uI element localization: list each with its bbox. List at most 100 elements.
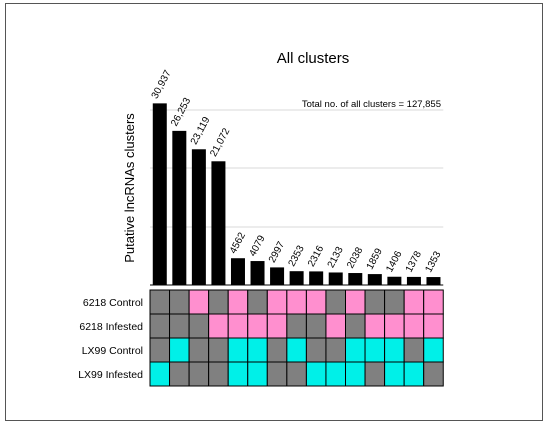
- bar-value-label: 1859: [365, 246, 385, 271]
- chart-frame: [5, 3, 543, 421]
- bar-value-label: 23,119: [189, 115, 213, 147]
- matrix-cell: [188, 313, 210, 339]
- total-clusters-annotation: Total no. of all clusters = 127,855: [302, 99, 441, 110]
- matrix-row-labels: 6218 Control 6218 Infested LX99 Control LX9…: [78, 297, 143, 381]
- matrix-cell: [403, 361, 425, 387]
- matrix-cell: [169, 289, 190, 315]
- matrix-cell: [364, 289, 386, 315]
- bar-value-label: 2316: [306, 244, 326, 269]
- matrix-cell: [247, 361, 268, 387]
- matrix-row-label: LX99 Control: [82, 345, 143, 357]
- bar: [211, 161, 226, 285]
- matrix-cell: [169, 313, 190, 339]
- bars: [150, 103, 444, 286]
- matrix-cell: [305, 289, 327, 315]
- matrix-cell: [208, 361, 229, 387]
- matrix-cell: [345, 289, 366, 315]
- bar: [328, 272, 343, 285]
- bar: [309, 271, 324, 285]
- matrix-cell: [208, 337, 229, 363]
- matrix-cell: [403, 337, 425, 363]
- bar-value-label: 4562: [228, 230, 248, 255]
- matrix-cell: [286, 289, 307, 315]
- matrix-cell: [247, 289, 268, 315]
- matrix-cell: [345, 337, 366, 363]
- matrix-cell: [384, 337, 405, 363]
- matrix-cell: [403, 313, 425, 339]
- bar: [230, 258, 245, 285]
- matrix-cell: [149, 337, 171, 363]
- bar-value-label: 1378: [404, 249, 424, 274]
- matrix-cell: [149, 361, 171, 387]
- matrix-cell: [423, 361, 444, 387]
- bar: [270, 267, 285, 285]
- matrix-cell: [403, 289, 425, 315]
- matrix-cell: [384, 361, 405, 387]
- bar: [250, 261, 265, 285]
- matrix-cell: [266, 337, 288, 363]
- matrix-cell: [247, 337, 268, 363]
- bar: [289, 271, 304, 285]
- matrix-cell: [325, 313, 347, 339]
- matrix-cell: [227, 313, 249, 339]
- bar: [172, 130, 187, 285]
- matrix-cell: [266, 313, 288, 339]
- matrix-cell: [227, 289, 249, 315]
- matrix-cell: [286, 337, 307, 363]
- matrix-cell: [423, 337, 444, 363]
- chart-title: All clusters: [277, 50, 350, 67]
- bar-value-label: 1353: [423, 249, 443, 274]
- matrix-cell: [325, 361, 347, 387]
- matrix-row-label: LX99 Infested: [78, 369, 143, 381]
- bar-value-label: 2133: [326, 245, 346, 270]
- matrix-cell: [364, 313, 386, 339]
- matrix-cell: [169, 361, 190, 387]
- bar-value-label: 2997: [267, 240, 287, 265]
- matrix-cell: [364, 337, 386, 363]
- bar-value-label: 2038: [345, 245, 365, 270]
- matrix-cell: [208, 313, 229, 339]
- matrix-cell: [149, 289, 171, 315]
- matrix-row-label: 6218 Infested: [79, 321, 143, 333]
- matrix-cell: [266, 361, 288, 387]
- matrix-cell: [305, 337, 327, 363]
- bar: [367, 274, 382, 285]
- matrix-cell: [286, 313, 307, 339]
- matrix-cell: [345, 361, 366, 387]
- bar-value-label: 2353: [287, 243, 307, 268]
- matrix-cell: [364, 361, 386, 387]
- bar-value-label: 26,253: [169, 96, 193, 129]
- matrix-cell: [325, 289, 347, 315]
- matrix-cell: [227, 361, 249, 387]
- bar: [387, 276, 402, 285]
- matrix-cell: [188, 337, 210, 363]
- membership-matrix: [149, 289, 444, 387]
- matrix-cell: [384, 289, 405, 315]
- bar-value-label: 1406: [384, 249, 404, 274]
- matrix-cell: [227, 337, 249, 363]
- matrix-cell: [188, 361, 210, 387]
- matrix-cell: [188, 289, 210, 315]
- matrix-cell: [423, 289, 444, 315]
- bar: [426, 277, 441, 285]
- matrix-row-label: 6218 Control: [83, 297, 143, 309]
- bar: [348, 273, 363, 285]
- matrix-cell: [169, 337, 190, 363]
- matrix-cell: [286, 361, 307, 387]
- matrix-cell: [305, 361, 327, 387]
- matrix-cell: [149, 313, 171, 339]
- bar: [191, 149, 206, 285]
- bar-value-label: 21,072: [208, 126, 232, 159]
- bar: [406, 276, 421, 285]
- y-axis-label: Putative lncRNAs clusters: [122, 113, 137, 263]
- matrix-cell: [345, 313, 366, 339]
- bar: [152, 103, 167, 285]
- bar-value-label: 4079: [247, 233, 267, 258]
- matrix-cell: [266, 289, 288, 315]
- bar-value-label: 30,937: [150, 68, 174, 101]
- matrix-cell: [325, 337, 347, 363]
- matrix-cell: [247, 313, 268, 339]
- matrix-cell: [208, 289, 229, 315]
- matrix-cell: [384, 313, 405, 339]
